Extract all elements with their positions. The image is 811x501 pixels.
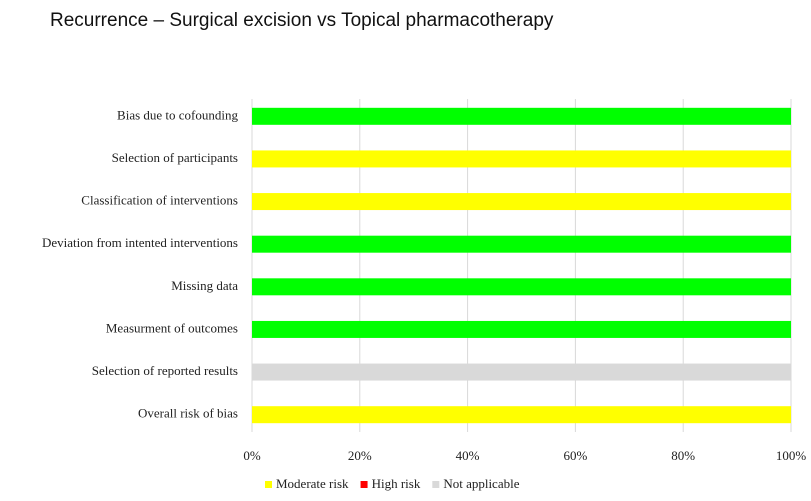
y-tick-label: Bias due to cofounding [117,107,238,122]
bar [252,107,791,125]
y-tick-label: Deviation from intented interventions [42,235,238,250]
x-tick-label: 0% [243,448,261,463]
legend-swatch [360,481,368,488]
y-tick-label: Selection of participants [112,150,238,165]
x-tick-label: 20% [348,448,372,463]
x-tick-label: 40% [456,448,480,463]
bar [252,278,791,296]
y-tick-label: Classification of interventions [81,193,238,208]
y-tick-label: Overall risk of bias [138,406,238,421]
x-tick-label: 60% [563,448,587,463]
bar [252,320,791,338]
legend-label: Moderate risk [276,476,349,491]
bar [252,235,791,253]
legend-label: High risk [372,476,421,491]
bar [252,150,791,168]
y-tick-label: Missing data [171,278,238,293]
bar [252,363,791,381]
legend-label: Not applicable [443,476,519,491]
chart-title: Recurrence – Surgical excision vs Topica… [50,10,554,31]
legend-swatch [432,481,440,488]
legend-swatch [265,481,272,488]
x-tick-label: 100% [776,448,807,463]
y-tick-label: Selection of reported results [92,363,238,378]
bar [252,406,791,424]
y-tick-label: Measurment of outcomes [106,320,238,335]
bar [252,193,791,211]
x-tick-label: 80% [671,448,695,463]
